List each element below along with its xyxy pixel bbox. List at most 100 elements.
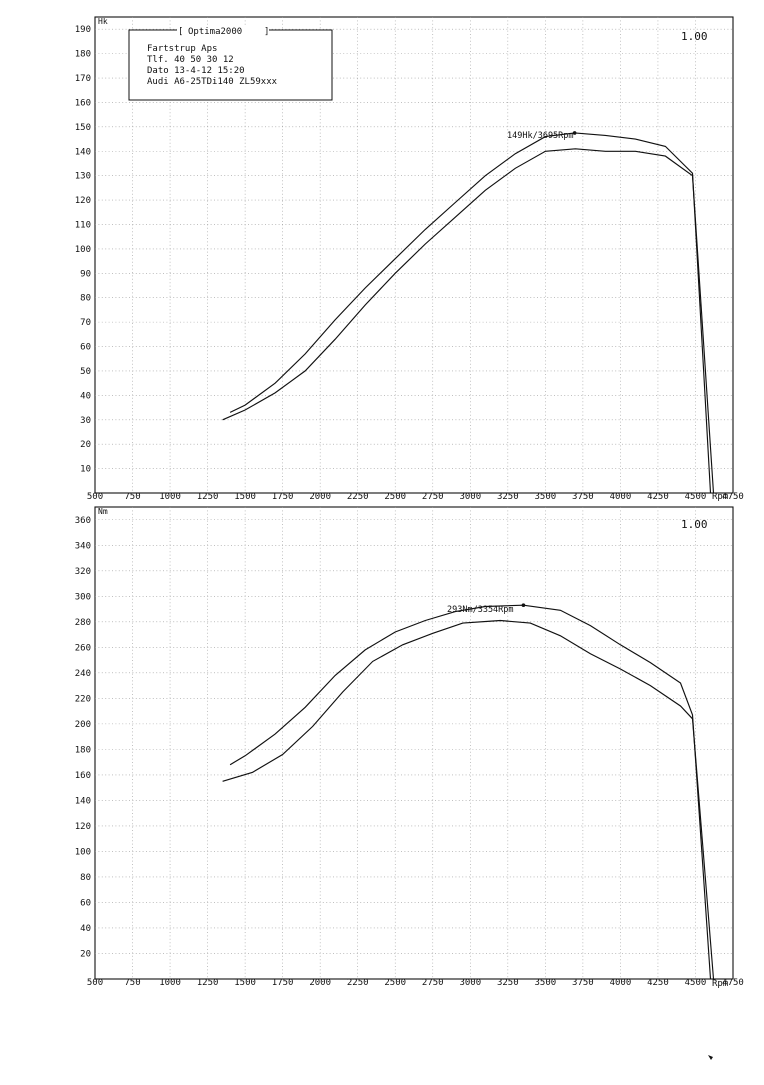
power-y-tick-label: 130 xyxy=(75,172,91,182)
power-curve-lower xyxy=(222,148,715,494)
torque-y-tick-label: 300 xyxy=(75,592,91,602)
info-box-title-close: ] xyxy=(264,27,269,37)
torque-x-unit-label: Rpm xyxy=(712,979,728,989)
torque-y-tick-label: 60 xyxy=(80,898,91,908)
power-chart-ticks: 500 750 1000 1250 1500 1750 2000 2250 2500 2750 30… xyxy=(75,25,744,502)
torque-y-tick-label: 100 xyxy=(75,847,91,857)
power-x-tick-label: 2250 xyxy=(347,492,369,502)
power-y-tick-label: 100 xyxy=(75,245,91,255)
power-x-tick-label: 2000 xyxy=(309,492,331,502)
torque-y-tick-label: 260 xyxy=(75,643,91,653)
power-y-tick-label: 20 xyxy=(80,440,91,450)
power-y-tick-label: 140 xyxy=(75,147,91,157)
power-y-tick-label: 60 xyxy=(80,343,91,353)
info-box-title-open: [ xyxy=(178,27,183,37)
torque-x-tick-label: 1250 xyxy=(197,978,219,988)
torque-x-tick-label: 3250 xyxy=(497,978,519,988)
power-x-tick-label: 500 xyxy=(87,492,103,502)
power-x-tick-label: 2500 xyxy=(384,492,406,502)
power-y-tick-label: 110 xyxy=(75,220,91,230)
info-box-title-bg xyxy=(177,25,269,36)
torque-y-tick-label: 140 xyxy=(75,796,91,806)
power-x-tick-label: 2750 xyxy=(422,492,444,502)
torque-x-tick-label: 3000 xyxy=(459,978,481,988)
power-y-tick-label: 160 xyxy=(75,98,91,108)
power-x-unit-label: Rpm xyxy=(712,492,728,502)
torque-y-tick-label: 80 xyxy=(80,873,91,883)
torque-chart-series xyxy=(222,603,715,980)
torque-y-tick-label: 160 xyxy=(75,771,91,781)
power-chart-series xyxy=(222,131,715,494)
power-y-tick-label: 30 xyxy=(80,416,91,426)
power-chart-frame xyxy=(94,16,734,494)
torque-x-tick-label: 1000 xyxy=(159,978,181,988)
info-box-frame xyxy=(128,29,333,101)
power-y-tick-label: 150 xyxy=(75,123,91,133)
torque-chart-ticks: 500 750 1000 1250 1500 1750 2000 2250 2500 2750 30… xyxy=(75,516,744,988)
power-x-tick-label: 1000 xyxy=(159,492,181,502)
torque-peak-label: 293Nm/3354Rpm xyxy=(447,605,514,615)
power-y-tick-label: 170 xyxy=(75,74,91,84)
power-x-tick-label: 3500 xyxy=(535,492,557,502)
power-x-tick-label: 750 xyxy=(124,492,140,502)
torque-x-tick-label: 4750 xyxy=(722,978,744,988)
torque-x-tick-label: 500 xyxy=(87,978,103,988)
torque-x-tick-label: 4000 xyxy=(610,978,632,988)
power-x-tick-label: 1500 xyxy=(234,492,256,502)
power-y-tick-label: 40 xyxy=(80,391,91,401)
torque-y-tick-label: 360 xyxy=(75,516,91,526)
info-box-title: Optima2000 xyxy=(188,27,242,37)
torque-x-tick-label: 4250 xyxy=(647,978,669,988)
torque-curve-lower xyxy=(222,619,715,980)
torque-y-tick-label: 40 xyxy=(80,924,91,934)
torque-x-tick-label: 2750 xyxy=(422,978,444,988)
power-y-tick-label: 190 xyxy=(75,25,91,35)
torque-x-tick-label: 2250 xyxy=(347,978,369,988)
power-curve-upper xyxy=(229,132,712,494)
power-y-unit-label: Hk xyxy=(98,17,108,26)
torque-y-tick-label: 180 xyxy=(75,745,91,755)
torque-y-unit-label: Nm xyxy=(98,507,108,516)
torque-curve-upper xyxy=(229,604,712,980)
info-line-phone: Tlf. 40 50 30 12 xyxy=(147,55,234,65)
power-x-tick-label: 4250 xyxy=(647,492,669,502)
info-box: [ Optima2000 ] Fartstrup Aps Tlf. 40 50 … xyxy=(128,25,333,101)
torque-x-tick-label: 1750 xyxy=(272,978,294,988)
torque-x-tick-label: 4500 xyxy=(685,978,707,988)
torque-y-tick-label: 20 xyxy=(80,949,91,959)
torque-y-tick-label: 120 xyxy=(75,822,91,832)
power-x-tick-label: 1250 xyxy=(197,492,219,502)
power-x-tick-label: 1750 xyxy=(272,492,294,502)
power-x-tick-label: 3000 xyxy=(459,492,481,502)
torque-y-tick-label: 320 xyxy=(75,567,91,577)
torque-chart-frame xyxy=(94,506,734,980)
power-y-tick-label: 120 xyxy=(75,196,91,206)
power-x-tick-label: 3250 xyxy=(497,492,519,502)
power-scale-label: 1.00 xyxy=(681,30,708,43)
info-line-vehicle: Audi A6-25TDi140 ZL59xxx xyxy=(147,77,278,87)
torque-y-tick-label: 240 xyxy=(75,669,91,679)
power-y-tick-label: 70 xyxy=(80,318,91,328)
power-peak-marker xyxy=(572,131,577,135)
torque-y-tick-label: 200 xyxy=(75,720,91,730)
torque-peak-marker xyxy=(521,603,526,608)
torque-x-tick-label: 3500 xyxy=(535,978,557,988)
torque-x-tick-label: 1500 xyxy=(234,978,256,988)
power-x-tick-label: 4500 xyxy=(685,492,707,502)
power-y-tick-label: 10 xyxy=(80,465,91,475)
power-y-tick-label: 50 xyxy=(80,367,91,377)
torque-y-tick-label: 280 xyxy=(75,618,91,628)
torque-x-tick-label: 2500 xyxy=(384,978,406,988)
power-y-tick-label: 180 xyxy=(75,50,91,60)
torque-chart: 500 750 1000 1250 1500 1750 2000 2250 2500 2750 30… xyxy=(75,506,744,989)
info-line-date: Dato 13-4-12 15:20 xyxy=(147,66,245,76)
power-y-tick-label: 90 xyxy=(80,269,91,279)
scan-mark-icon xyxy=(708,1055,713,1060)
power-x-tick-label: 3750 xyxy=(572,492,594,502)
torque-y-tick-label: 340 xyxy=(75,541,91,551)
power-peak-label: 149Hk/3695Rpm xyxy=(507,131,574,141)
torque-x-tick-label: 2000 xyxy=(309,978,331,988)
torque-x-tick-label: 750 xyxy=(124,978,140,988)
